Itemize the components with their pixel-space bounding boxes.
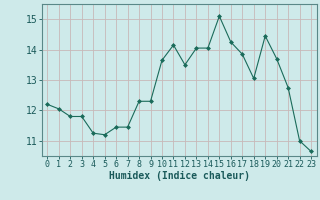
X-axis label: Humidex (Indice chaleur): Humidex (Indice chaleur) <box>109 171 250 181</box>
